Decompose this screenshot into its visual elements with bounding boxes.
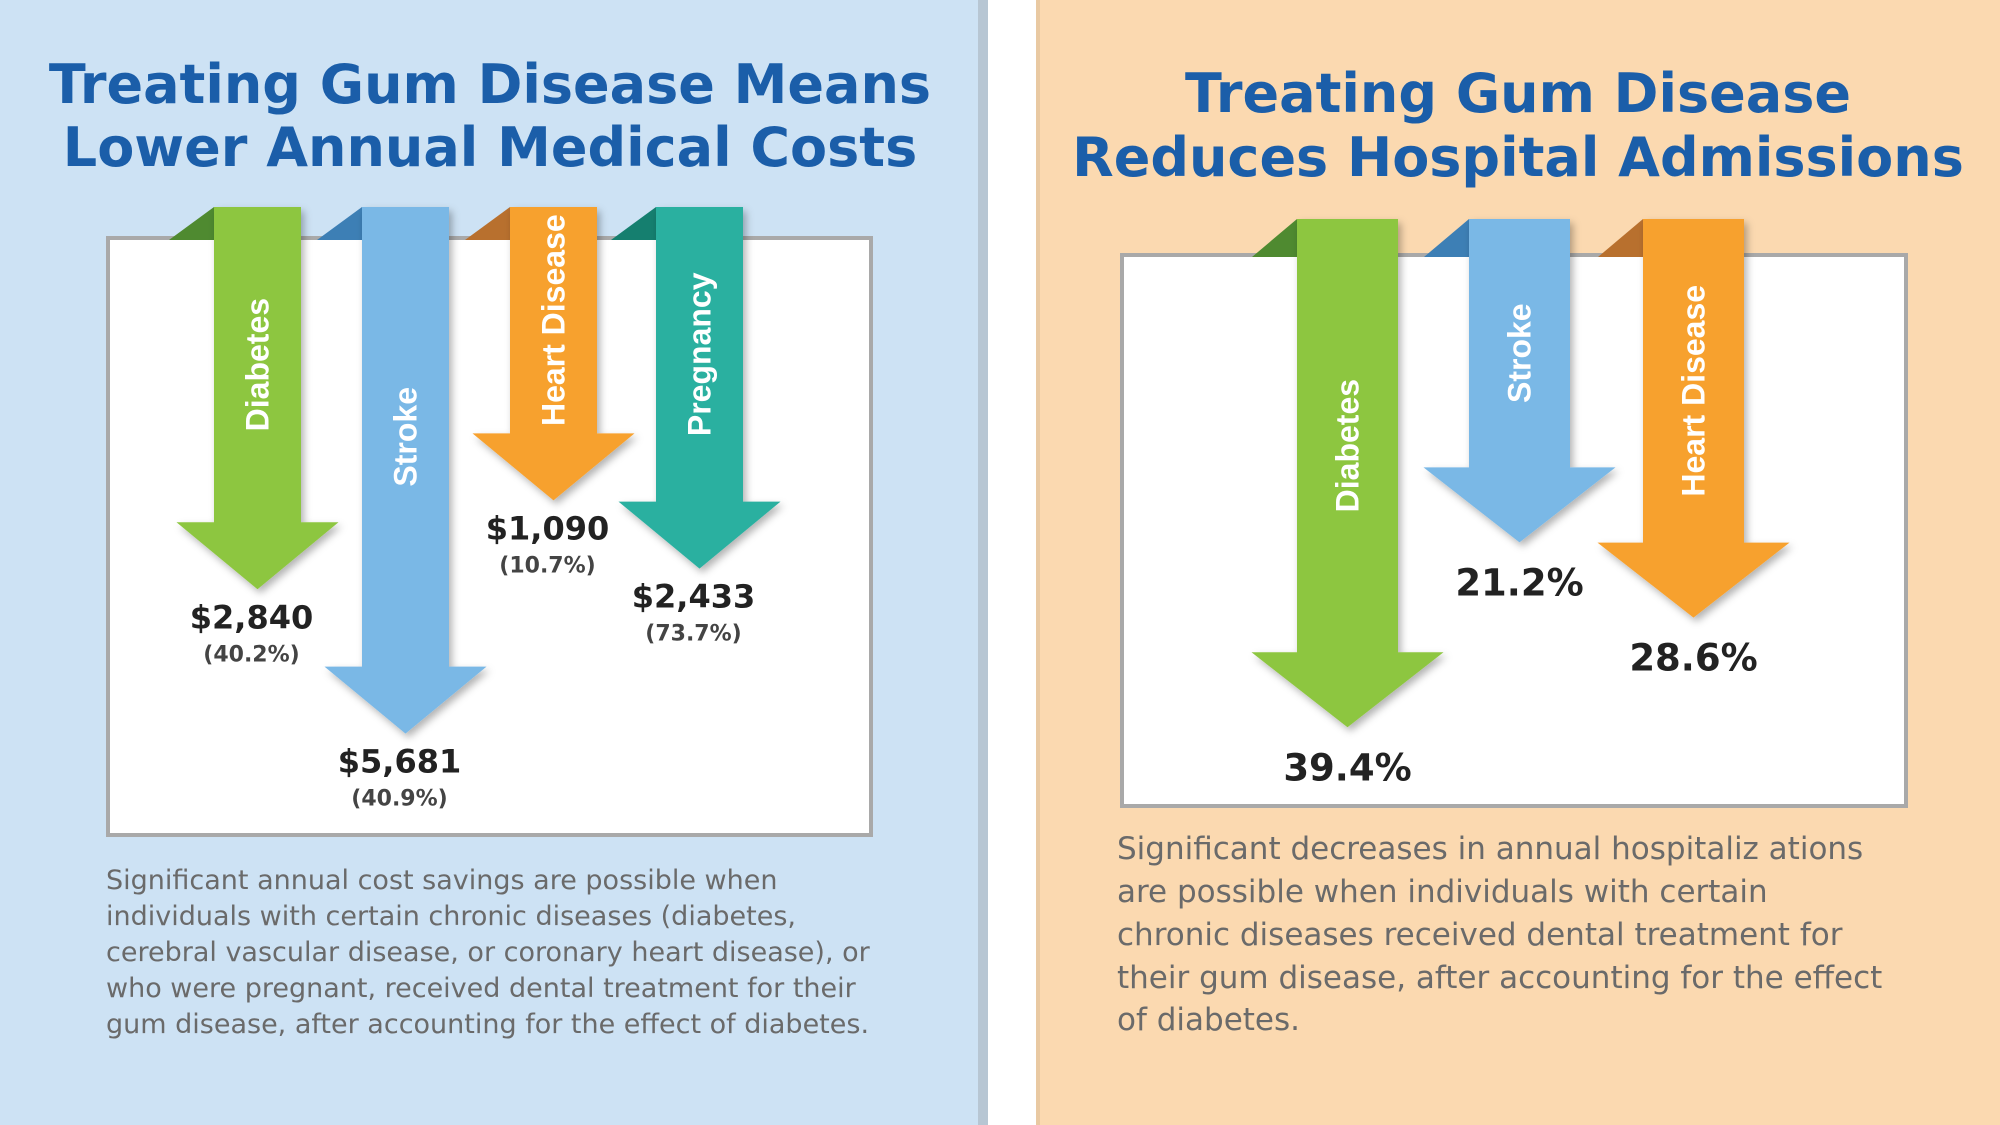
value-label: $1,090 <box>486 509 609 547</box>
right-caption-line: their gum disease, after accounting for … <box>1117 960 1882 996</box>
arrow-fold <box>169 207 214 240</box>
arrow-fold <box>317 207 362 240</box>
left-title-line2: Lower Annual Medical Costs <box>63 116 917 179</box>
percent-label: (73.7%) <box>645 622 741 647</box>
value-label: $2,840 <box>190 598 313 636</box>
value-label: $2,433 <box>632 578 755 616</box>
right-arrows: Diabetes 39.4% Stroke 21.2% Heart Disease 28.… <box>1251 219 1790 789</box>
arrow-bar <box>1423 219 1616 543</box>
arrow-pregnancy: Pregnancy $2,433 (73.7%) <box>611 207 781 647</box>
arrow-bar <box>472 207 635 501</box>
right-caption-line: Significant decreases in annual hospital… <box>1117 831 1863 867</box>
arrow-label: Stroke <box>388 387 424 487</box>
value-label: 21.2% <box>1455 561 1583 604</box>
arrow-label: Pregnancy <box>682 272 718 436</box>
arrow-label: Diabetes <box>240 298 276 431</box>
arrow-bar <box>1251 219 1444 728</box>
arrow-label: Stroke <box>1502 303 1538 403</box>
arrow-stroke: Stroke $5,681 (40.9%) <box>317 207 487 812</box>
right-panel: Treating Gum Disease Reduces Hospital Ad… <box>1036 0 2000 1125</box>
left-arrows: Diabetes $2,840 (40.2%) Stroke $5,681 (40.9%)… <box>169 207 781 812</box>
arrow-bar <box>1597 219 1790 618</box>
arrow-diabetes: Diabetes $2,840 (40.2%) <box>169 207 339 667</box>
arrow-fold <box>1598 219 1643 257</box>
arrow-fold <box>1424 219 1469 257</box>
arrow-fold <box>1252 219 1297 257</box>
arrow-heart-disease: Heart Disease $1,090 (10.7%) <box>465 207 635 578</box>
percent-label: (10.7%) <box>499 553 595 578</box>
left-caption: Significant annual cost savings are poss… <box>106 865 871 1040</box>
right-title-line1: Treating Gum Disease <box>1185 62 1851 125</box>
arrow-heart-disease: Heart Disease 28.6% <box>1597 219 1790 680</box>
value-label: 39.4% <box>1283 746 1411 789</box>
arrow-bar <box>176 207 339 590</box>
left-panel: Treating Gum Disease Means Lower Annual … <box>0 0 988 1125</box>
value-label: 28.6% <box>1629 637 1757 680</box>
percent-label: (40.2%) <box>203 642 299 667</box>
value-label: $5,681 <box>338 743 461 781</box>
right-caption: Significant decreases in annual hospital… <box>1117 831 1882 1038</box>
left-caption-line: individuals with certain chronic disease… <box>106 901 796 932</box>
arrow-fold <box>465 207 510 240</box>
right-caption-line: chronic diseases received dental treatme… <box>1117 917 1843 953</box>
right-caption-line: are possible when individuals with certa… <box>1117 874 1768 910</box>
left-caption-line: cerebral vascular disease, or coronary h… <box>106 937 871 968</box>
percent-label: (40.9%) <box>351 787 447 812</box>
left-caption-line: who were pregnant, received dental treat… <box>106 973 857 1004</box>
arrow-bar <box>618 207 781 569</box>
arrow-label: Diabetes <box>1330 379 1366 512</box>
arrow-bar <box>324 207 487 734</box>
arrow-label: Heart Disease <box>536 214 572 426</box>
arrow-fold <box>611 207 656 240</box>
right-caption-line: of diabetes. <box>1117 1002 1300 1038</box>
right-title-line2: Reduces Hospital Admissions <box>1072 126 1964 189</box>
left-caption-line: gum disease, after accounting for the ef… <box>106 1009 869 1040</box>
arrow-diabetes: Diabetes 39.4% <box>1251 219 1444 789</box>
left-caption-line: Significant annual cost savings are poss… <box>106 865 777 896</box>
left-title-line1: Treating Gum Disease Means <box>49 53 931 116</box>
arrow-stroke: Stroke 21.2% <box>1423 219 1616 604</box>
arrow-label: Heart Disease <box>1676 285 1712 497</box>
